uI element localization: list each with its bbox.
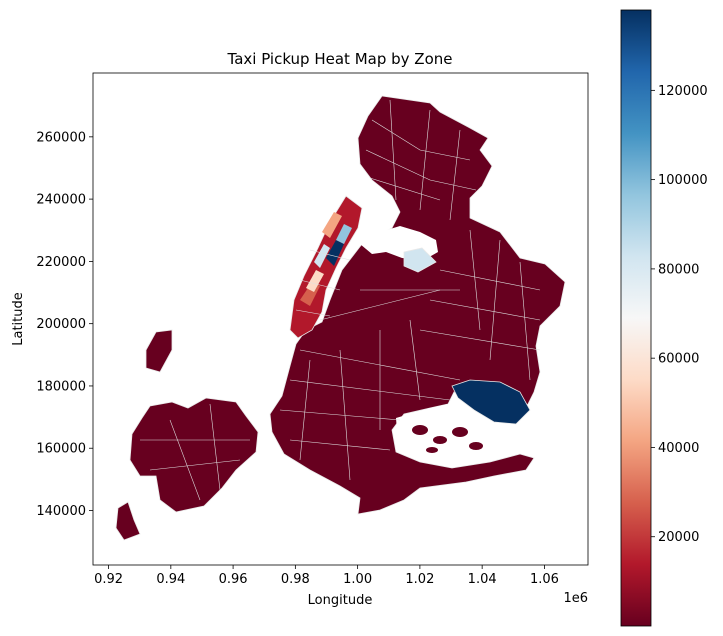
- x-axis-offset: 1e6: [563, 591, 588, 606]
- x-tick-label: 1.04: [468, 572, 497, 587]
- colorbar-tick-label: 80000: [658, 262, 699, 277]
- zone-laguardia: [403, 247, 437, 273]
- bay-islands: [412, 425, 483, 453]
- y-tick-label: 260000: [36, 130, 86, 145]
- y-tick-label: 180000: [36, 379, 86, 394]
- colorbar: [620, 9, 652, 627]
- manhattan-upper-west: [322, 212, 342, 238]
- x-tick-label: 1.06: [530, 572, 559, 587]
- colorbar-tick-label: 60000: [658, 352, 699, 367]
- island-newark: [145, 329, 173, 373]
- x-tick-label: 1.02: [405, 572, 434, 587]
- x-tick-label: 0.96: [219, 572, 248, 587]
- zone-jfk: [451, 379, 531, 425]
- x-tick-label: 1.00: [343, 572, 372, 587]
- x-axis-label: Longitude: [308, 593, 373, 608]
- x-tick-label: 0.94: [156, 572, 185, 587]
- x-axis: 0.92 0.94 0.96 0.98 1.00 1.02 1.04 1.06: [94, 565, 559, 587]
- map-area: [115, 95, 566, 541]
- x-tick-label: 0.98: [281, 572, 310, 587]
- colorbar-tick-label: 40000: [658, 441, 699, 456]
- y-tick-label: 240000: [36, 193, 86, 208]
- x-tick-label: 0.92: [94, 572, 123, 587]
- borough-staten-island: [129, 397, 259, 513]
- colorbar-tick-label: 20000: [658, 530, 699, 545]
- zone-boundaries: [140, 99, 541, 501]
- manhattan-village: [306, 270, 324, 292]
- manhattan-upper-east: [336, 224, 352, 244]
- manhattan-chelsea: [314, 244, 330, 268]
- y-axis: 140000 160000 180000 200000 220000 240000 2600…: [36, 130, 93, 519]
- chart-title: Taxi Pickup Heat Map by Zone: [227, 50, 453, 68]
- colorbar-tick-label: 120000: [658, 84, 708, 99]
- manhattan-midtown: [326, 240, 344, 266]
- y-tick-label: 220000: [36, 255, 86, 270]
- y-tick-label: 200000: [36, 317, 86, 332]
- colorbar-tick-label: 100000: [658, 173, 708, 188]
- y-axis-label: Latitude: [11, 292, 26, 346]
- colorbar-axis: 20000 40000 60000 80000 100000 120000: [651, 84, 708, 545]
- plot-frame: [92, 72, 589, 566]
- island-small-sw: [115, 501, 141, 541]
- y-tick-label: 160000: [36, 442, 86, 457]
- y-tick-label: 140000: [36, 504, 86, 519]
